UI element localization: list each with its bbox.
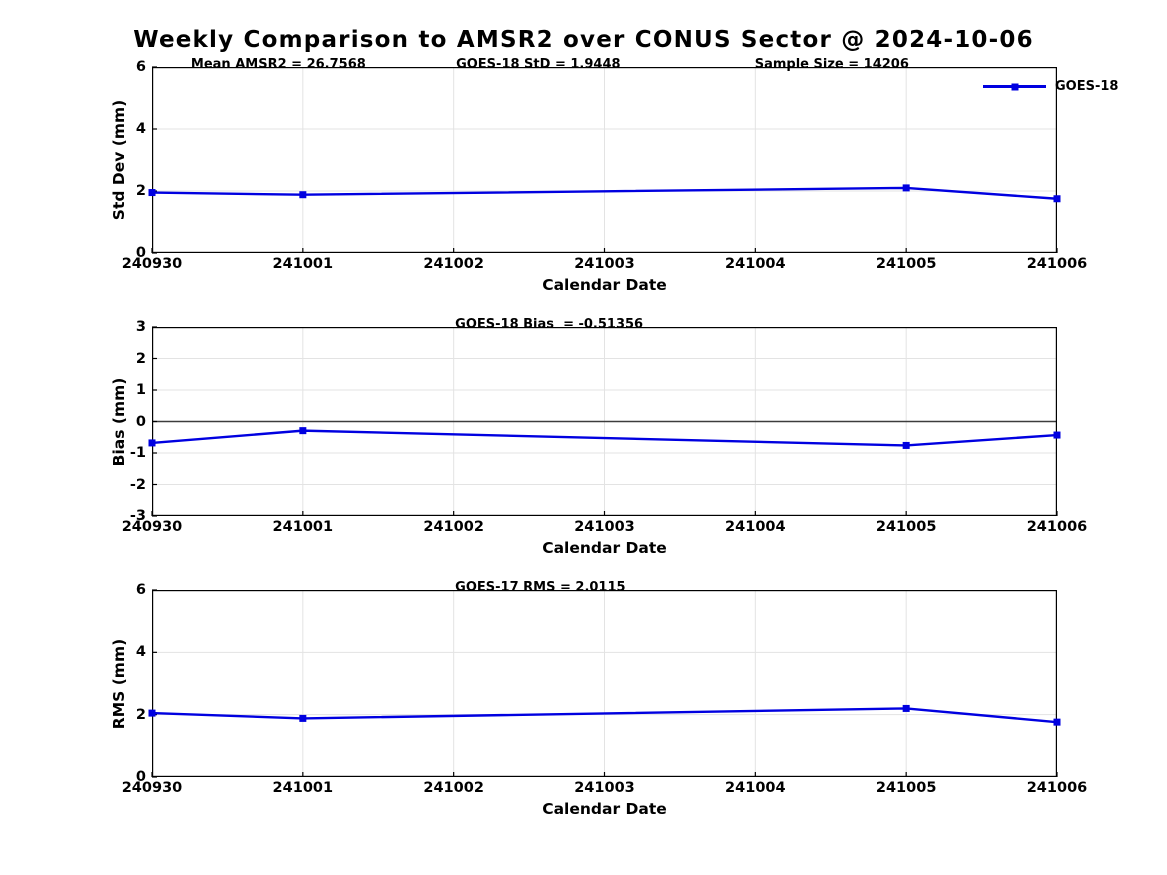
plot-area — [148, 326, 1061, 517]
stat-annotation: Sample Size = 14206 — [754, 57, 909, 72]
x-tick-label: 241003 — [574, 780, 635, 796]
stat-annotation: Mean AMSR2 = 26.7568 — [190, 57, 366, 72]
data-point-marker — [902, 184, 910, 192]
x-tick-label: 240930 — [121, 780, 183, 796]
x-tick-label: 241005 — [875, 519, 937, 535]
y-tick-label: 2 — [135, 706, 146, 723]
y-tick-label: 4 — [135, 644, 146, 661]
y-tick-label: 0 — [135, 245, 146, 261]
y-tick-label: -3 — [129, 508, 146, 524]
legend-label: GOES-18 — [1055, 79, 1119, 94]
x-tick-label: 241001 — [272, 780, 334, 796]
x-tick-label: 241002 — [423, 256, 484, 272]
y-tick-label: 2 — [135, 183, 146, 199]
data-point-marker — [148, 709, 156, 717]
x-tick-label: 241004 — [725, 256, 786, 272]
y-tick-label: 0 — [135, 769, 146, 785]
data-point-marker — [148, 439, 156, 447]
x-axis-label: Calendar Date — [542, 276, 667, 294]
series-line — [151, 186, 1058, 200]
data-point-marker — [148, 189, 156, 197]
data-point-marker — [1053, 431, 1061, 439]
y-tick-label: -2 — [129, 476, 146, 493]
legend-line-sample — [983, 83, 1046, 90]
legend-marker-icon — [1011, 83, 1018, 90]
data-point-marker — [902, 704, 910, 712]
y-tick-label: 0 — [135, 413, 146, 430]
y-tick-label: 6 — [135, 582, 146, 598]
legend: GOES-18 — [983, 79, 1118, 94]
x-tick-label: 241005 — [875, 780, 937, 796]
data-point-marker — [902, 441, 910, 449]
x-axis-label: Calendar Date — [542, 800, 667, 818]
x-tick-label: 241006 — [1026, 256, 1088, 272]
std-dev-chart: Std Dev (mm) Calendar Date GOES-18 24093… — [110, 58, 1118, 294]
data-point-marker — [1053, 718, 1061, 726]
x-tick-label: 241004 — [725, 780, 786, 796]
data-point-marker — [299, 714, 307, 722]
series-line — [151, 707, 1058, 724]
x-tick-label: 240930 — [121, 256, 183, 272]
figure-title: Weekly Comparison to AMSR2 over CONUS Se… — [133, 27, 1034, 53]
x-tick-label: 241003 — [574, 519, 635, 535]
x-tick-label: 241001 — [272, 519, 334, 535]
x-tick-label: 241005 — [875, 256, 937, 272]
x-tick-label: 241003 — [574, 256, 635, 272]
x-tick-label: 241004 — [725, 519, 786, 535]
data-point-marker — [299, 427, 307, 435]
y-tick-label: 4 — [135, 121, 146, 137]
y-tick-label: 3 — [135, 319, 146, 335]
y-axis-label: Std Dev (mm) — [110, 99, 128, 221]
data-point-marker — [1053, 195, 1061, 203]
y-tick-label: 2 — [135, 350, 146, 367]
x-tick-label: 241001 — [272, 256, 334, 272]
y-tick-label: 6 — [135, 59, 146, 75]
x-tick-label: 241006 — [1026, 519, 1088, 535]
plot-area — [148, 589, 1061, 778]
x-axis-label: Calendar Date — [542, 539, 667, 557]
stat-annotation: GOES-18 Bias = -0.51356 — [455, 317, 644, 332]
stat-annotation: GOES-17 RMS = 2.0115 — [455, 580, 626, 595]
plot-area — [148, 66, 1061, 254]
x-tick-label: 241002 — [423, 780, 484, 796]
y-tick-label: -1 — [129, 445, 146, 461]
y-tick-label: 1 — [135, 382, 146, 398]
stat-annotation: GOES-18 StD = 1.9448 — [456, 57, 621, 72]
data-point-marker — [299, 191, 307, 199]
rms-chart: RMS (mm) Calendar Date 240930 241001 24100… — [110, 581, 1087, 818]
bias-chart: Bias (mm) Calendar Date 240930 241001 2410… — [110, 318, 1087, 557]
series-line — [151, 429, 1058, 447]
x-tick-label: 240930 — [121, 519, 183, 535]
x-tick-label: 241006 — [1026, 780, 1088, 796]
x-tick-label: 241002 — [423, 519, 484, 535]
